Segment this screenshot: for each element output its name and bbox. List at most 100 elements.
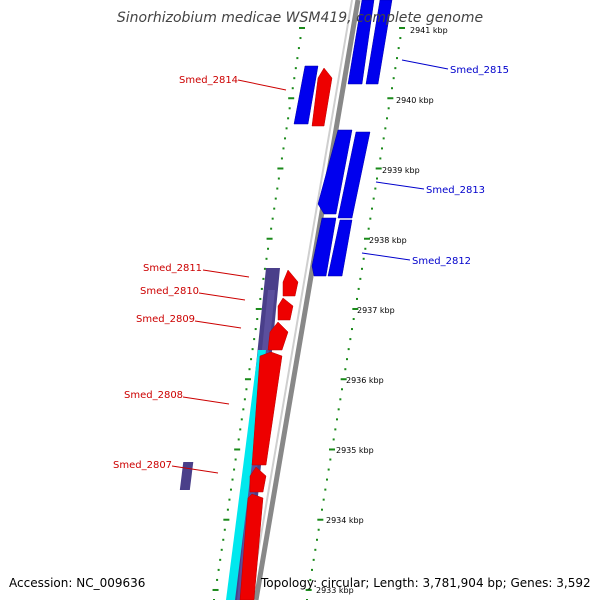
- minor-tick: [276, 187, 279, 190]
- minor-tick: [250, 358, 253, 361]
- minor-tick: [297, 47, 300, 50]
- inner-tick-ring: [305, 27, 405, 600]
- gene-label-smed-2813[interactable]: Smed_2813: [426, 185, 485, 196]
- minor-tick: [371, 207, 373, 210]
- leader-line: [171, 465, 219, 474]
- minor-tick: [273, 207, 276, 210]
- major-tick: [317, 518, 324, 521]
- minor-tick: [220, 548, 223, 551]
- minor-tick: [332, 438, 335, 441]
- minor-tick: [312, 558, 315, 561]
- gene-label-smed-2811[interactable]: Smed_2811: [143, 263, 202, 274]
- major-tick: [212, 588, 219, 591]
- major-tick: [299, 27, 305, 29]
- minor-tick: [239, 428, 242, 431]
- minor-tick: [282, 147, 285, 150]
- minor-tick: [359, 277, 362, 280]
- minor-tick: [229, 488, 232, 491]
- minor-tick: [231, 478, 234, 481]
- minor-tick: [245, 388, 248, 391]
- minor-tick: [294, 67, 297, 70]
- gene-label-smed-2814[interactable]: Smed_2814: [179, 75, 238, 86]
- major-tick: [399, 27, 405, 29]
- minor-tick: [243, 398, 246, 401]
- minor-tick: [280, 157, 283, 160]
- minor-tick: [396, 57, 398, 60]
- minor-tick: [329, 458, 332, 461]
- minor-tick: [228, 498, 231, 501]
- minor-tick: [293, 77, 296, 80]
- minor-tick: [321, 508, 323, 511]
- minor-tick: [347, 348, 350, 351]
- minor-tick: [367, 227, 370, 230]
- minor-tick: [248, 368, 251, 371]
- minor-tick: [317, 528, 320, 531]
- gene-label-smed-2809[interactable]: Smed_2809: [136, 314, 195, 325]
- minor-tick: [341, 388, 343, 391]
- gene-arrow-smed-2812-a: [311, 217, 337, 277]
- major-tick: [266, 237, 273, 240]
- minor-tick: [344, 368, 347, 371]
- major-tick: [364, 237, 370, 240]
- gene-label-smed-2815[interactable]: Smed_2815: [450, 65, 509, 76]
- minor-tick: [260, 287, 263, 290]
- gene-arrow-smed-2813-a: [317, 129, 353, 215]
- gene-label-smed-2810[interactable]: Smed_2810: [140, 286, 199, 297]
- minor-tick: [349, 338, 352, 341]
- major-tick: [352, 307, 359, 310]
- gene-label-smed-2808[interactable]: Smed_2808: [124, 390, 183, 401]
- minor-tick: [356, 297, 358, 300]
- kbp-label: 2937 kbp: [357, 306, 395, 315]
- leader-line: [194, 320, 242, 329]
- major-tick: [329, 448, 335, 451]
- minor-tick: [324, 488, 327, 491]
- kbp-label: 2941 kbp: [410, 26, 448, 35]
- minor-tick: [369, 217, 372, 220]
- minor-tick: [384, 127, 387, 130]
- kbp-label: 2936 kbp: [346, 376, 384, 385]
- minor-tick: [234, 458, 237, 461]
- outer-tick-ring: [212, 27, 305, 600]
- minor-tick: [240, 418, 243, 421]
- kbp-labels: 2941 kbp 2940 kbp 2939 kbp 2938 kbp 2937…: [316, 26, 448, 595]
- minor-tick: [284, 137, 287, 140]
- minor-tick: [382, 137, 385, 140]
- minor-tick: [285, 127, 288, 130]
- minor-tick: [259, 297, 262, 300]
- kbp-label: 2933 kbp: [316, 586, 354, 595]
- minor-tick: [351, 328, 353, 331]
- minor-tick: [226, 508, 229, 511]
- minor-tick: [288, 107, 291, 110]
- topology-text: Topology: circular; Length: 3,781,904 bp…: [260, 576, 591, 590]
- major-tick: [234, 448, 241, 451]
- gene-arrow-blue-upper-left: [293, 65, 319, 125]
- minor-tick: [219, 558, 222, 561]
- leader-line: [182, 396, 230, 405]
- minor-tick: [334, 428, 337, 431]
- major-tick: [387, 97, 394, 100]
- map-title: Sinorhizobium medicae WSM419, complete g…: [117, 10, 483, 26]
- gene-label-smed-2812[interactable]: Smed_2812: [412, 256, 471, 267]
- minor-tick: [391, 87, 393, 90]
- leader-line: [198, 292, 246, 301]
- kbp-label: 2938 kbp: [369, 236, 407, 245]
- minor-tick: [397, 47, 400, 50]
- minor-tick: [267, 247, 270, 250]
- gene-arrow-smed-2814: [311, 67, 333, 127]
- backbone-line-light: [249, 0, 353, 600]
- gene-label-smed-2807[interactable]: Smed_2807: [113, 460, 172, 471]
- minor-tick: [374, 187, 377, 190]
- minor-tick: [274, 197, 277, 200]
- minor-tick: [381, 147, 383, 150]
- minor-tick: [386, 117, 388, 120]
- minor-tick: [287, 117, 290, 120]
- minor-tick: [376, 177, 378, 180]
- minor-tick: [271, 217, 274, 220]
- minor-tick: [346, 358, 348, 361]
- leader-line: [237, 79, 287, 91]
- minor-tick: [322, 498, 325, 501]
- gene-arrow-continuation: [239, 493, 264, 600]
- minor-tick: [364, 247, 367, 250]
- leader-line: [401, 59, 449, 70]
- gene-arrow-smed-2812-b: [327, 219, 353, 277]
